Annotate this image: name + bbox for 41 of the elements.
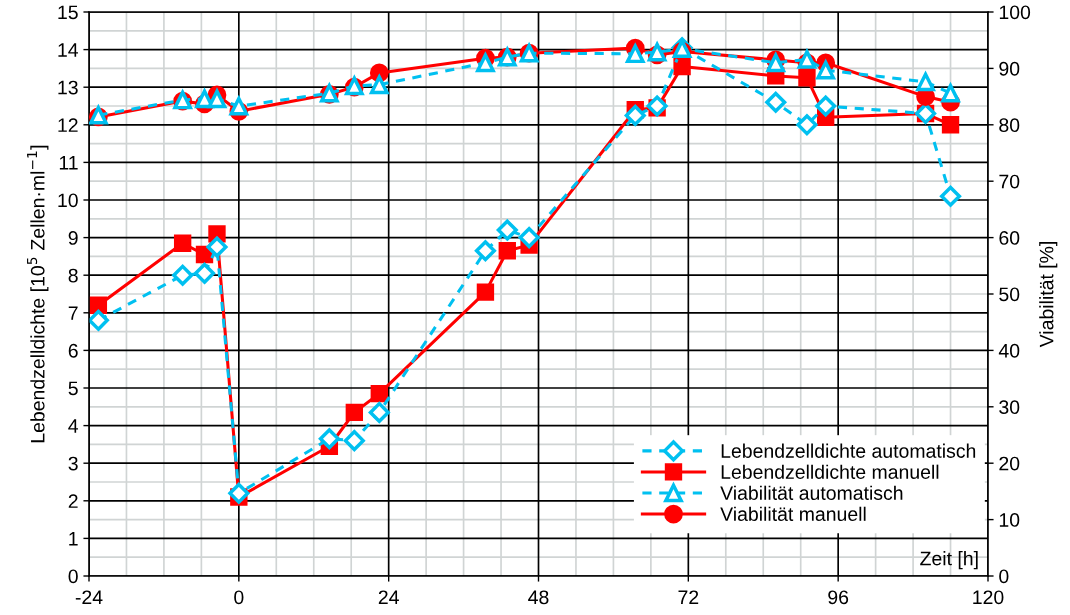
y2-tick-label: 90 (999, 61, 1020, 76)
y-tick-label: 8 (68, 268, 78, 283)
y2-tick-label: 10 (999, 513, 1020, 527)
y-tick-label: 11 (59, 156, 78, 170)
x-tick-label: 48 (528, 590, 549, 605)
y-tick-label: 4 (68, 419, 79, 433)
y2-tick-label: 50 (999, 287, 1020, 302)
y-tick-label: 6 (68, 343, 78, 358)
y-tick-label: 3 (68, 456, 78, 471)
x-tick-label: 96 (828, 590, 849, 605)
y-tick-label: 14 (58, 43, 79, 57)
x-tick-label: 24 (378, 590, 399, 604)
x-tick-label: 72 (678, 590, 699, 604)
y-tick-label: 0 (68, 569, 78, 584)
y-tick-label: 1 (69, 532, 78, 546)
y2-tick-label: 20 (999, 456, 1020, 471)
y-tick-label: 9 (68, 231, 78, 245)
y-tick-label: 7 (68, 306, 78, 320)
y-tick-label: 10 (58, 193, 78, 208)
x-tick-label: -24 (75, 590, 103, 604)
y-tick-label: 13 (58, 80, 78, 95)
y2-tick-label: 100 (999, 5, 1031, 20)
x-axis-title: Zeit [h] (920, 551, 978, 570)
y-tick-label: 15 (58, 5, 78, 20)
y2-axis-title: Viabilität [%] (1039, 242, 1058, 348)
x-tick-label: 0 (234, 590, 244, 605)
y-tick-label: 5 (68, 381, 78, 396)
y-tick-label: 2 (68, 494, 78, 508)
x-tick-label: 120 (973, 590, 1004, 605)
y2-tick-label: 80 (999, 118, 1020, 133)
legend-label: Lebendzelldichte automatisch (721, 443, 976, 458)
y2-tick-label: 40 (998, 343, 1020, 358)
y-axis-title: Lebendzelldichte [10$^{5}$ Zellen·ml$^{−1}$] (27, 145, 49, 443)
y2-tick-label: 70 (999, 174, 1020, 189)
y-tick-label: 12 (58, 118, 78, 132)
legend-label: Lebendzelldichte manuell (721, 464, 939, 479)
legend-label: Viabilität manuell (720, 506, 866, 522)
y2-tick-label: 0 (999, 569, 1009, 584)
y2-tick-label: 30 (999, 400, 1020, 415)
y2-tick-label: 60 (999, 231, 1020, 245)
legend-label: Viabilität automatisch (720, 485, 903, 500)
